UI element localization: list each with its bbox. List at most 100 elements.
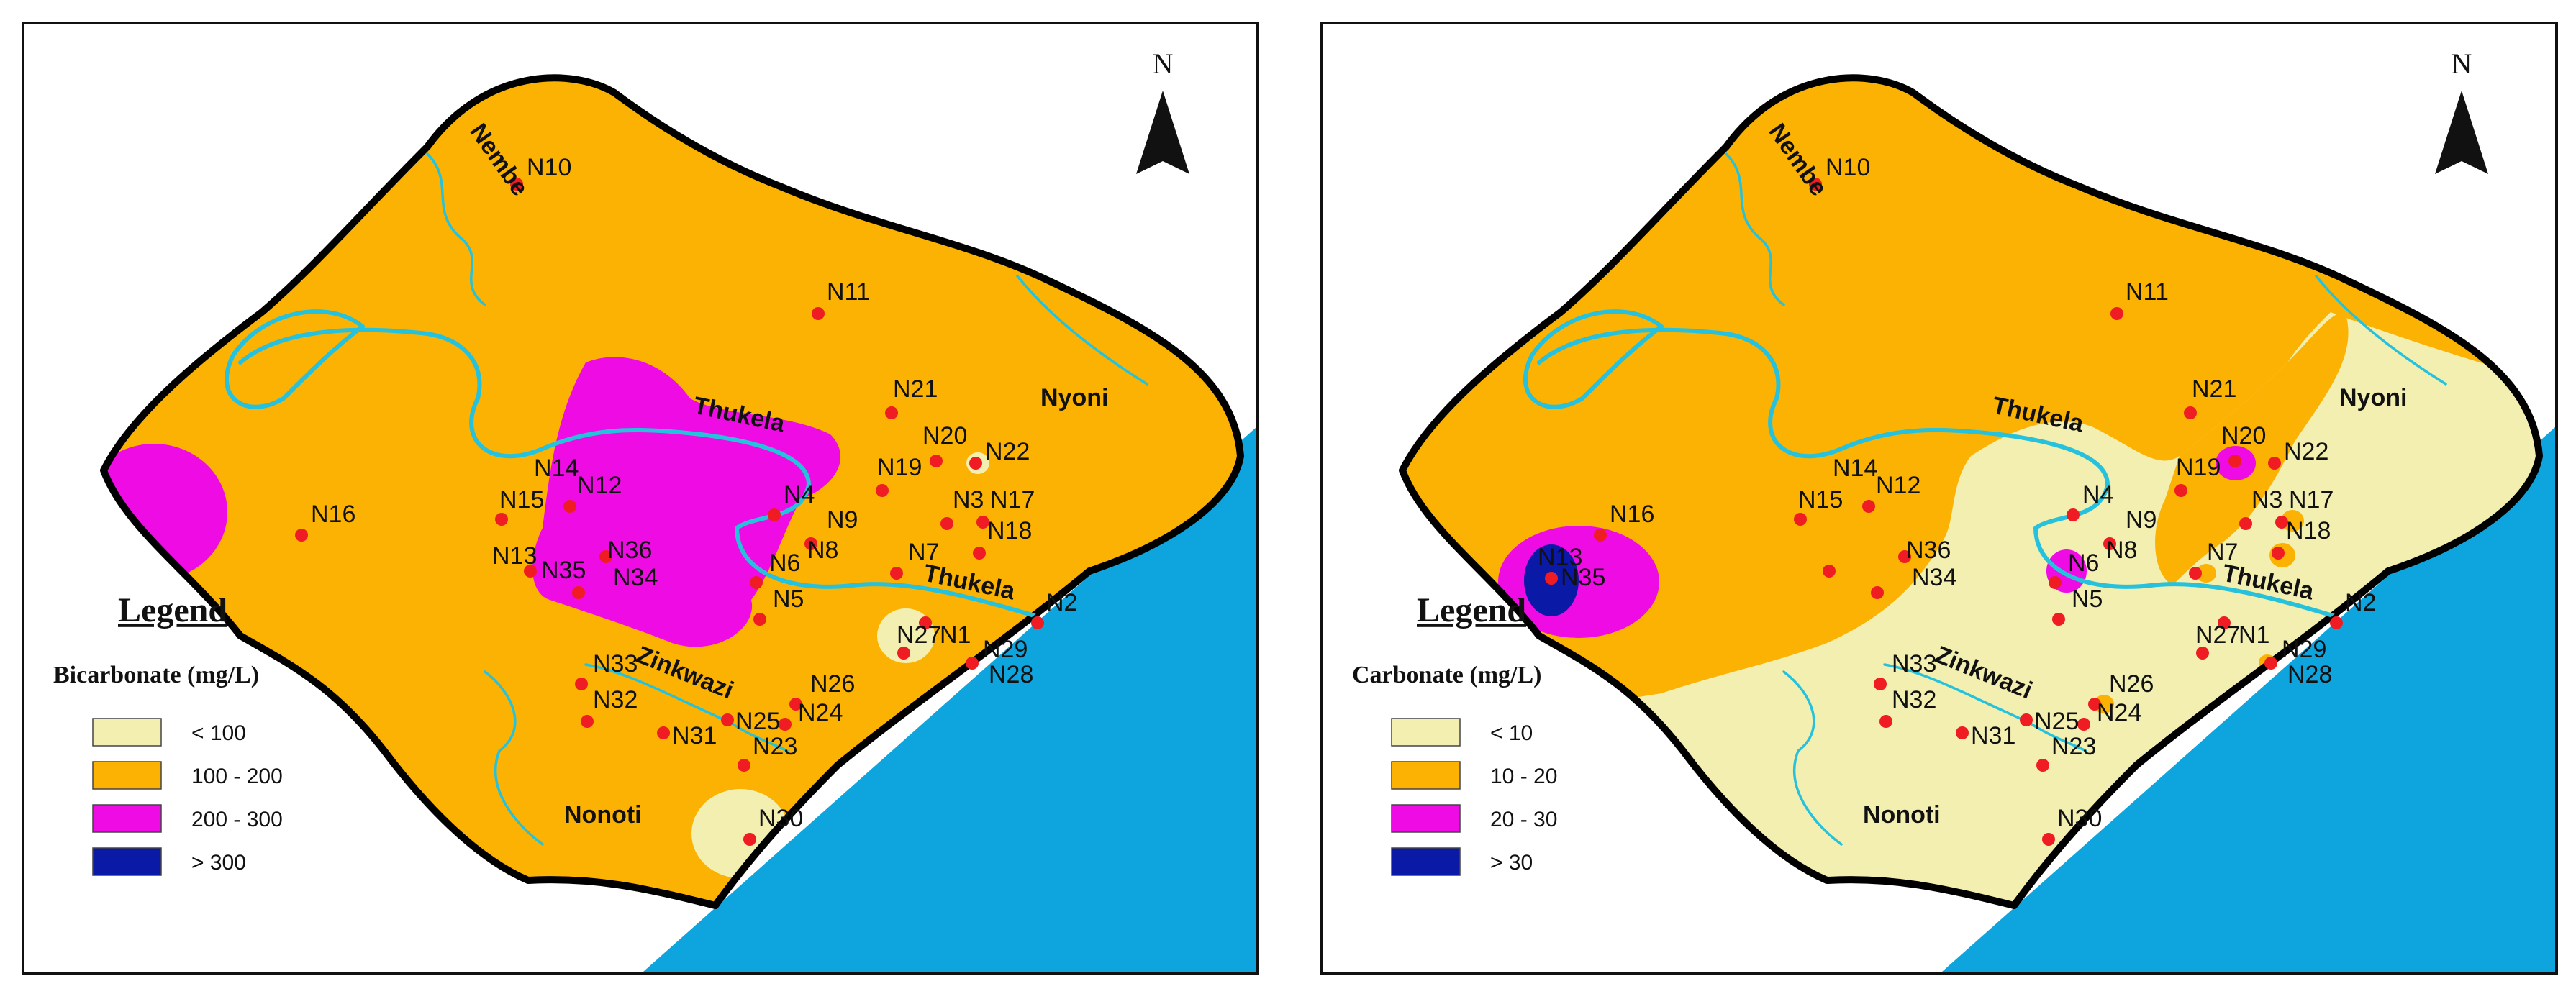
- river-line: [2315, 275, 2447, 386]
- sampling-point-marker: [295, 529, 308, 542]
- carbonate-station-labels: N10 N11 N21 N20 N22 N19 N3 N17 N18 N14 N…: [1538, 154, 2376, 832]
- station-label: N14: [1833, 455, 1877, 482]
- station-label: N34: [1912, 564, 1956, 591]
- station-label: N7: [2207, 539, 2238, 566]
- sampling-point-marker: [581, 715, 594, 728]
- legend-parameter: Carbonate (mg/L): [1352, 662, 1541, 688]
- sampling-point-marker: [2272, 547, 2285, 560]
- sampling-point-marker: [572, 586, 585, 599]
- legend-swatch: [92, 718, 162, 747]
- river-line: [484, 670, 544, 846]
- sampling-point-marker: [973, 547, 986, 560]
- sampling-point-marker: [1031, 616, 1044, 629]
- river-name: Nonoti: [1863, 801, 1941, 829]
- sampling-point-marker: [753, 613, 766, 626]
- sampling-point-marker: [768, 508, 781, 521]
- station-label: N10: [527, 154, 571, 181]
- station-label: N23: [2051, 733, 2096, 760]
- station-label: N2: [2345, 589, 2376, 616]
- station-label: N15: [1798, 486, 1843, 514]
- sampling-point-marker: [1545, 572, 1558, 585]
- station-label: N11: [827, 278, 870, 306]
- carbonate-map: N10 N11 N21 N20 N22 N19 N3 N17 N18 N14 N…: [1352, 47, 2555, 972]
- station-label: N32: [1892, 686, 1936, 713]
- station-label: N14: [534, 455, 579, 482]
- sampling-point-marker: [2189, 567, 2202, 580]
- sampling-point-marker: [510, 178, 523, 191]
- sampling-point-marker: [812, 307, 825, 320]
- station-label: N26: [810, 670, 855, 698]
- sampling-point-marker: [563, 500, 576, 513]
- river-line: [1725, 152, 1785, 306]
- legend-item: 20 - 30: [1490, 808, 1557, 831]
- bicarbonate-map-panel: N10 N11 N21 N20 N22 N19 N3 N17 N18 N14 N…: [22, 22, 1259, 975]
- sampling-point-marker: [495, 513, 508, 526]
- sampling-point-marker: [2042, 833, 2055, 846]
- bicarbonate-map: N10 N11 N21 N20 N22 N19 N3 N17 N18 N14 N…: [53, 47, 1256, 972]
- river-line: [1782, 670, 1843, 846]
- sampling-point-marker: [575, 678, 588, 690]
- sampling-point-marker: [2036, 759, 2049, 772]
- zone-class3: [104, 444, 227, 580]
- sampling-point-marker: [657, 726, 670, 739]
- station-label: N21: [893, 375, 938, 403]
- sampling-point-marker: [897, 647, 910, 660]
- sampling-point-marker: [599, 550, 612, 563]
- legend-swatch: [92, 761, 162, 790]
- sampling-point-marker: [721, 713, 734, 726]
- sampling-point-marker: [2218, 616, 2231, 629]
- carbonate-legend: Legend Carbonate (mg/L) < 10 10 - 20 20 …: [1352, 591, 1557, 876]
- station-label: N13: [1538, 544, 1582, 571]
- station-label: N5: [773, 585, 804, 613]
- station-label: N35: [1561, 564, 1605, 591]
- river-line: [1016, 275, 1148, 386]
- station-label: N36: [1906, 537, 1951, 564]
- sampling-point-marker: [1874, 678, 1887, 690]
- legend-item: 200 - 300: [191, 808, 283, 831]
- station-label: N24: [798, 699, 843, 726]
- sampling-point-marker: [2330, 616, 2343, 629]
- station-label: N3: [2251, 486, 2282, 514]
- sampling-point-marker: [804, 537, 817, 550]
- station-label: N1: [940, 621, 971, 649]
- station-label: N15: [499, 486, 544, 514]
- station-label: N6: [2068, 549, 2099, 577]
- north-label: N: [2452, 47, 2472, 80]
- station-label: N25: [2034, 708, 2079, 735]
- station-label: N13: [492, 542, 537, 570]
- sampling-point-marker: [1879, 715, 1892, 728]
- river-line: [1537, 327, 2491, 625]
- legend-item: > 30: [1490, 851, 1533, 875]
- sampling-point-marker: [743, 833, 756, 846]
- station-label: N6: [769, 549, 800, 577]
- station-label: N20: [922, 422, 967, 450]
- station-label: N23: [753, 733, 797, 760]
- station-label: N5: [2072, 585, 2103, 613]
- station-label: N19: [877, 454, 922, 481]
- north-arrow-icon: [1136, 91, 1163, 174]
- sampling-point-marker: [1862, 500, 1875, 513]
- river-line: [426, 152, 486, 306]
- sampling-point-marker: [976, 516, 989, 529]
- sampling-point-marker: [750, 576, 763, 589]
- station-label: N28: [2287, 661, 2332, 688]
- station-label: N18: [987, 517, 1032, 544]
- sampling-point-marker: [2196, 647, 2209, 660]
- sampling-point-marker: [1898, 550, 1911, 563]
- sampling-point-marker: [1794, 513, 1807, 526]
- station-label: N22: [2284, 438, 2328, 465]
- legend-parameter: Bicarbonate (mg/L): [53, 662, 259, 688]
- carbonate-map-panel: N10 N11 N21 N20 N22 N19 N3 N17 N18 N14 N…: [1320, 22, 2558, 975]
- station-label: N29: [2282, 636, 2326, 663]
- sampling-point-marker: [1956, 726, 1969, 739]
- station-label: N9: [827, 506, 858, 534]
- station-label: N8: [2106, 537, 2137, 564]
- river-line: [224, 309, 365, 409]
- river-line: [238, 327, 1192, 625]
- station-label: N25: [735, 708, 780, 735]
- station-label: N3: [953, 486, 984, 514]
- station-label: N12: [1876, 472, 1920, 499]
- legend-title: Legend: [118, 591, 227, 629]
- bicarbonate-legend: Legend Bicarbonate (mg/L) < 100 100 - 20…: [53, 591, 283, 876]
- sampling-point-marker: [1871, 586, 1884, 599]
